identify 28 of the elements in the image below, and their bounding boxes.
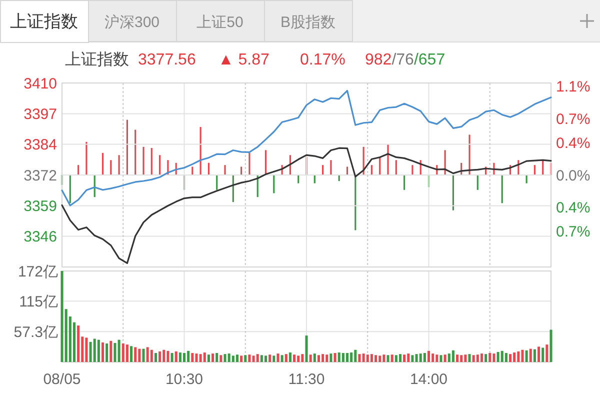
y-tick-label: 172亿 — [18, 263, 58, 280]
text: ▲ 5.87 — [218, 52, 270, 69]
x-tick-label: 08/05 — [43, 371, 81, 388]
y2-tick-label: 1.1% — [556, 78, 590, 96]
y-tick-label: 3410 — [24, 75, 57, 92]
y2-tick-label: 0.0% — [556, 167, 590, 184]
tab: 上证50 — [176, 0, 265, 42]
y2-tick-label: 0.4% — [556, 134, 590, 152]
y-tick-label: 3359 — [24, 198, 57, 215]
tab: 上证指数 — [0, 0, 89, 43]
text: 982/76/657 — [365, 52, 446, 69]
y-tick-label: 3372 — [24, 167, 57, 184]
text: 3377.56 — [138, 52, 196, 69]
y2-tick-label: 0.7% — [556, 224, 590, 241]
y-tick-label: 57.3亿 — [14, 324, 58, 341]
y-tick-label: 3397 — [24, 106, 57, 123]
text: 0.17% — [300, 52, 346, 69]
tab: 沪深300 — [88, 0, 177, 42]
y-tick-label: 115亿 — [19, 293, 58, 310]
x-tick-label: 11:30 — [288, 371, 325, 388]
tab: B股指数 — [264, 0, 353, 42]
chart-title: 上证指数 — [65, 50, 129, 69]
y-tick-label: 3384 — [24, 136, 57, 154]
y2-tick-label: 0.4% — [556, 200, 590, 217]
y-tick-label: 3346 — [24, 228, 57, 246]
x-tick-label: 14:00 — [410, 371, 448, 388]
x-tick-label: 10:30 — [165, 371, 204, 388]
y2-tick-label: 0.7% — [556, 110, 590, 128]
